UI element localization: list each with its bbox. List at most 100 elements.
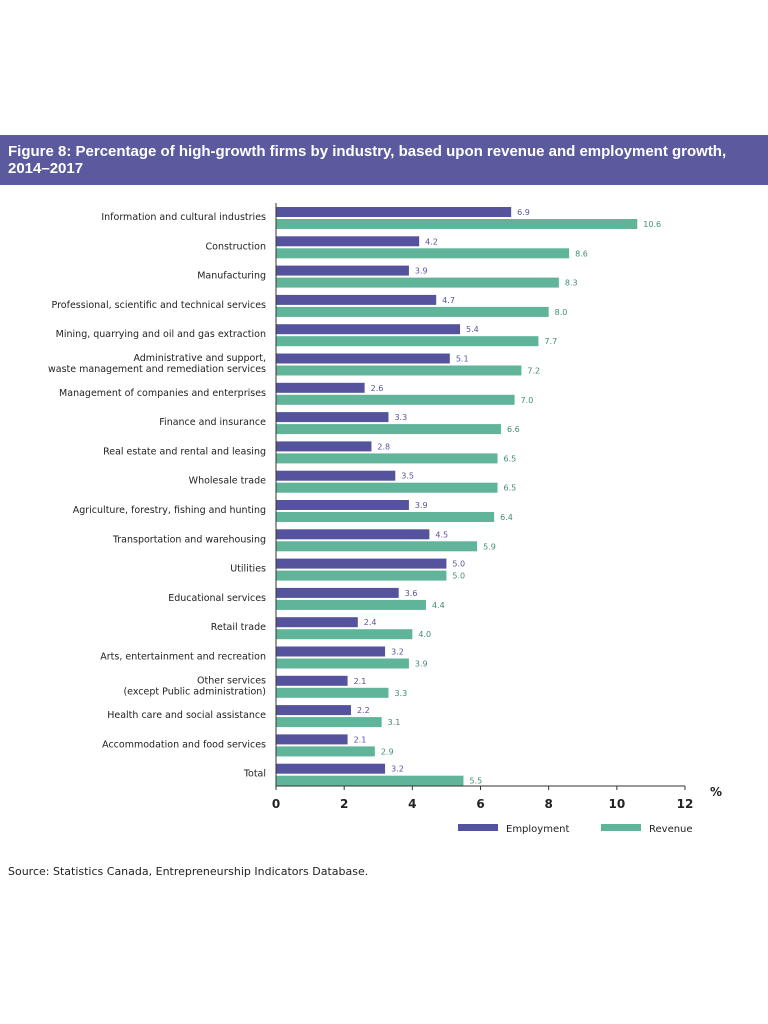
x-tick-label: 8 [544,797,552,811]
category-label: Health care and social assistance [107,710,266,721]
chart-title: Figure 8: Percentage of high-growth firm… [8,143,727,177]
category-label: Management of companies and enterprises [59,388,266,399]
employment-value-label: 3.9 [415,267,428,276]
employment-value-label: 3.6 [405,589,418,598]
employment-value-label: 5.1 [456,355,469,364]
category-label: Transportation and warehousing [112,534,266,545]
employment-bar [276,412,389,423]
source-note: Source: Statistics Canada, Entrepreneurs… [8,865,369,878]
employment-bar [276,207,512,217]
employment-bar [276,646,386,657]
chart-title-bar: Figure 8: Percentage of high-growth firm… [0,135,768,185]
employment-value-label: 5.0 [452,560,465,569]
x-tick-label: 2 [340,797,348,811]
revenue-value-label: 5.0 [452,572,465,581]
employment-bar [276,236,420,247]
category-label: Professional, scientific and technical s… [52,300,267,311]
bar-chart: Information and cultural industries 6.9 10… [48,203,722,835]
revenue-bar [276,306,549,317]
category-label: Administrative and support, [133,353,266,364]
employment-bar [276,265,409,276]
category-label: Arts, entertainment and recreation [100,652,266,663]
revenue-value-label: 4.4 [432,601,445,610]
x-tick-label: 12 [677,797,694,811]
revenue-value-label: 4.0 [418,630,431,639]
category-label: Manufacturing [197,271,266,282]
revenue-value-label: 3.1 [388,718,401,727]
category-label: Accommodation and food services [102,739,266,750]
category-label: Real estate and rental and leasing [103,446,266,457]
employment-value-label: 2.6 [371,384,384,393]
revenue-value-label: 10.6 [643,220,661,229]
revenue-bar [276,541,478,552]
employment-value-label: 2.4 [364,618,377,627]
revenue-value-label: 8.3 [565,279,578,288]
x-tick-label: 6 [476,797,484,811]
revenue-value-label: 2.9 [381,747,394,756]
employment-bar [276,705,351,716]
revenue-bar [276,775,464,786]
employment-bar [276,382,365,393]
x-tick-label: 10 [608,797,625,811]
employment-bar [276,324,461,335]
category-label: Total [243,769,266,780]
employment-bar [276,734,348,745]
category-label: Information and cultural industries [101,212,266,223]
employment-bar [276,441,372,452]
revenue-bar [276,746,375,757]
revenue-value-label: 8.0 [555,308,568,317]
employment-bar [276,617,358,628]
revenue-bar [276,658,409,669]
category-label: Construction [206,241,267,252]
revenue-bar [276,453,498,464]
revenue-value-label: 7.0 [521,396,534,405]
revenue-value-label: 8.6 [575,249,588,258]
revenue-value-label: 3.3 [394,689,407,698]
category-label: Other services [197,675,266,686]
revenue-bar [276,394,515,405]
employment-value-label: 2.1 [354,735,367,744]
employment-bar [276,763,386,774]
employment-bar [276,353,450,364]
revenue-bar [276,336,539,347]
employment-bar [276,558,447,569]
employment-value-label: 3.3 [394,413,407,422]
legend-label-employment: Employment [506,824,569,835]
revenue-value-label: 6.4 [500,513,513,522]
revenue-bar [276,599,426,610]
employment-value-label: 2.1 [354,677,367,686]
revenue-value-label: 7.7 [544,337,557,346]
category-label: Educational services [168,593,266,604]
revenue-bar [276,570,447,581]
category-label: Retail trade [211,622,266,633]
employment-bar [276,500,409,510]
category-label: Wholesale trade [189,476,266,487]
revenue-bar [276,277,559,288]
employment-bar [276,470,396,481]
employment-value-label: 3.2 [391,648,404,657]
employment-value-label: 6.9 [517,208,530,217]
revenue-value-label: 5.5 [469,777,482,786]
employment-value-label: 3.9 [415,501,428,510]
revenue-bar [276,717,382,728]
category-label: Agriculture, forestry, fishing and hunti… [73,505,266,516]
employment-value-label: 3.2 [391,765,404,774]
employment-value-label: 4.5 [435,530,448,539]
revenue-value-label: 6.5 [504,484,517,493]
legend-label-revenue: Revenue [649,824,693,835]
employment-bar [276,587,399,598]
x-axis-unit: % [710,785,722,799]
employment-bar [276,675,348,686]
revenue-value-label: 3.9 [415,660,428,669]
revenue-value-label: 7.2 [527,367,540,376]
employment-bar [276,294,437,305]
employment-value-label: 4.2 [425,237,438,246]
category-label: (except Public administration) [123,686,266,697]
revenue-bar [276,629,413,640]
revenue-bar [276,512,495,522]
x-tick-label: 4 [408,797,416,811]
employment-value-label: 2.2 [357,706,370,715]
category-label: Finance and insurance [159,417,266,428]
revenue-bar [276,687,389,698]
revenue-value-label: 6.6 [507,425,520,434]
